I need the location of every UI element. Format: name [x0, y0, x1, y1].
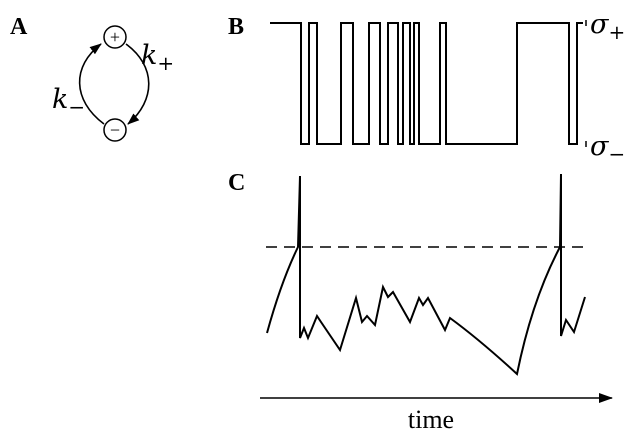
time-axis: time: [260, 393, 613, 434]
minus-state: −: [103, 118, 127, 142]
k-minus-arrow: [78, 43, 105, 125]
plus-state-symbol: +: [110, 27, 120, 47]
sigma-plus-label: σ+: [590, 9, 625, 44]
k-minus-label: k−: [52, 84, 85, 119]
plus-state: +: [103, 25, 127, 49]
panel-b: B σ+ σ−: [228, 9, 625, 166]
plus-state-circle: [103, 25, 127, 49]
panel-c-label: C: [228, 170, 245, 196]
minus-state-symbol: −: [110, 120, 120, 140]
panel-c: C: [228, 170, 586, 376]
time-axis-label: time: [408, 405, 454, 434]
minus-state-circle: [103, 118, 127, 142]
sigma-minus-label: σ−: [590, 131, 625, 166]
voltage-trace: [266, 173, 586, 376]
panel-b-label: B: [228, 14, 244, 40]
panel-a-label: A: [10, 14, 28, 40]
panel-a: A + − k+ k−: [10, 14, 174, 142]
k-plus-arrow: [125, 43, 150, 125]
k-plus-label: k+: [141, 40, 174, 75]
telegraph-signal: [270, 22, 583, 145]
